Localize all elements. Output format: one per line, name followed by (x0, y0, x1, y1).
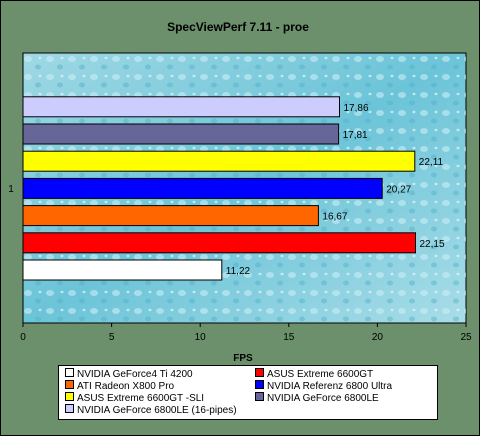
legend: NVIDIA GeForce4 Ti 4200 ASUS Extreme 6600… (58, 365, 438, 420)
legend-swatch (255, 380, 264, 389)
x-tick-label: 15 (283, 332, 295, 343)
legend-label: NVIDIA Referenz 6800 Ultra (267, 381, 393, 392)
x-axis-label: FPS (233, 353, 253, 364)
legend-label: ASUS Extreme 6600GT (267, 369, 374, 380)
bar-value-label: 16,67 (322, 212, 347, 223)
bar-1 (22, 259, 223, 281)
x-tick-label: 25 (460, 332, 472, 343)
legend-swatch (65, 380, 74, 389)
legend-item: NVIDIA Referenz 6800 Ultra (255, 380, 392, 393)
legend-label: NVIDIA GeForce4 Ti 4200 (77, 369, 193, 380)
legend-item: ASUS Extreme 6600GT -SLI (65, 392, 204, 405)
legend-item: NVIDIA GeForce4 Ti 4200 (65, 368, 193, 381)
bar-6 (22, 123, 340, 145)
bar-value-label: 11,22 (226, 266, 251, 277)
legend-swatch (255, 368, 264, 377)
bar-value-label: 20,27 (386, 184, 411, 195)
legend-label: ASUS Extreme 6600GT -SLI (77, 393, 205, 404)
legend-item: NVIDIA GeForce 6800LE (255, 392, 379, 405)
x-tick-label: 0 (20, 332, 26, 343)
bar-value-label: 22,15 (420, 239, 445, 250)
bar-value-label: 17,86 (344, 103, 369, 114)
bar-value-label: 17,81 (343, 130, 368, 141)
x-axis: 0 5 10 15 20 25 (20, 323, 472, 343)
legend-label: NVIDIA GeForce 6800LE (267, 393, 379, 404)
legend-label: ATI Radeon X800 Pro (77, 381, 175, 392)
x-tick-label: 10 (195, 332, 207, 343)
bar-2 (22, 232, 416, 254)
x-tick-label: 20 (372, 332, 384, 343)
legend-item: NVIDIA GeForce 6800LE (16-pipes) (65, 404, 237, 417)
bar-3 (22, 205, 319, 227)
legend-swatch (255, 392, 264, 401)
bar-label-group: 11,22 22,15 16,67 20,27 22,11 17,81 17,86 (226, 103, 445, 277)
bar-5 (22, 150, 416, 172)
legend-swatch (65, 392, 74, 401)
legend-item: ATI Radeon X800 Pro (65, 380, 174, 393)
legend-label: NVIDIA GeForce 6800LE (16-pipes) (77, 405, 237, 416)
legend-item: ASUS Extreme 6600GT (255, 368, 373, 381)
chart-title: SpecViewPerf 7.11 - proe (167, 20, 309, 34)
bar-4 (22, 177, 383, 199)
legend-swatch (65, 404, 74, 413)
bar-7 (22, 96, 340, 118)
bar-value-label: 22,11 (419, 157, 444, 168)
y-category-label: 1 (8, 184, 14, 195)
legend-swatch (65, 368, 74, 377)
x-tick-label: 5 (109, 332, 115, 343)
bar-group (22, 96, 416, 281)
